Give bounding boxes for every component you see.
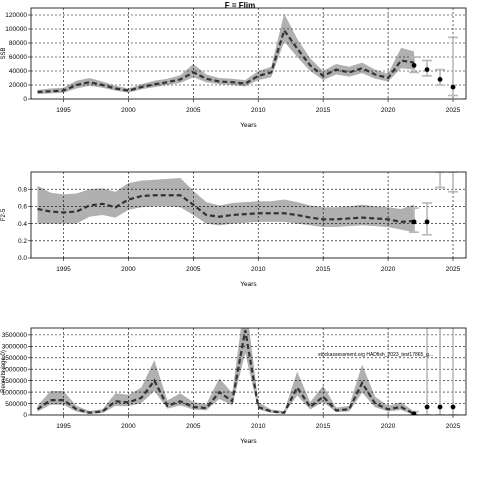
- x-tick-label: 2005: [186, 107, 201, 114]
- y-axis-title: F2-5: [1, 208, 7, 221]
- x-tick-label: 2000: [121, 266, 136, 273]
- forecast-point: [411, 63, 417, 68]
- plot-area: [31, 172, 466, 258]
- estimate-line: [37, 27, 415, 94]
- x-tick-label: 2005: [186, 266, 201, 273]
- plot-area: [31, 8, 466, 99]
- y-tick-label: 80000: [9, 40, 27, 47]
- forecast-point: [411, 219, 417, 225]
- y-tick-label: 1000000: [2, 389, 28, 396]
- forecast-point: [411, 411, 417, 415]
- x-tick-label: 2015: [316, 266, 331, 273]
- plot-area: [31, 328, 466, 415]
- x-axis-title: Years: [240, 281, 257, 288]
- y-tick-label: 100000: [5, 26, 27, 33]
- x-tick-label: 2010: [251, 107, 266, 114]
- y-tick-label: 40000: [9, 68, 27, 75]
- y-tick-label: 0.4: [18, 221, 27, 228]
- x-tick-label: 1995: [56, 423, 71, 430]
- x-tick-label: 2000: [121, 107, 136, 114]
- watermark: stockassessment.org HADfish_2023_test178…: [318, 352, 433, 358]
- y-tick-label: 2000000: [2, 366, 28, 373]
- y-tick-label: 120000: [5, 12, 27, 19]
- x-tick-label: 1995: [56, 266, 71, 273]
- confidence-band: [37, 178, 415, 233]
- estimate-line: [37, 194, 415, 223]
- x-tick-label: 2000: [121, 423, 136, 430]
- forecast-point: [424, 219, 430, 225]
- x-tick-label: 2005: [186, 423, 201, 430]
- forecast-point: [450, 404, 456, 410]
- y-tick-label: 0: [23, 412, 27, 419]
- y-tick-label: 20000: [9, 82, 27, 89]
- x-tick-label: 1995: [56, 107, 71, 114]
- chart-panel-3: 1995 2000 2005 2010 2015 2020 2025 0 500000 10000…: [1, 327, 467, 445]
- forecast-point: [424, 67, 430, 72]
- x-tick-label: 2025: [446, 107, 461, 114]
- main-title: F = Flim: [225, 1, 255, 10]
- y-tick-label: 0.0: [18, 255, 27, 262]
- x-tick-label: 2020: [381, 107, 396, 114]
- chart-panels: 1995 2000 2005 2010 2015 2020 2025020000400006…: [1, 7, 467, 445]
- confidence-band: [37, 328, 415, 415]
- chart-panel-1: 1995 2000 2005 2010 2015 2020 2025 0 20000 40000 6…: [1, 7, 467, 129]
- y-tick-label: 2500000: [2, 355, 28, 362]
- x-axis-title: Years: [240, 122, 257, 129]
- x-tick-label: 2025: [446, 423, 461, 430]
- x-tick-label: 2010: [251, 423, 266, 430]
- y-tick-label: 60000: [9, 54, 27, 61]
- x-tick-label: 2015: [316, 107, 331, 114]
- y-tick-label: 0.2: [18, 238, 27, 245]
- x-tick-label: 2010: [251, 266, 266, 273]
- y-tick-label: 0: [23, 96, 27, 103]
- forecast-point: [450, 84, 456, 90]
- y-tick-label: 3500000: [2, 332, 28, 339]
- chart-panel-2: 1995 2000 2005 2010 2015 2020 2025 0.0 0.2 0.4 0.6…: [1, 171, 467, 288]
- x-tick-label: 2015: [316, 423, 331, 430]
- y-axis-title: SSB: [1, 47, 7, 59]
- y-tick-label: 0.6: [18, 204, 27, 211]
- plot-frame: [30, 171, 467, 259]
- forecast-point: [437, 404, 443, 410]
- y-axis-title: Recruits (age 0): [1, 350, 7, 393]
- plot-frame: [30, 7, 467, 100]
- estimate-line: [36, 330, 415, 415]
- y-tick-label: 0.8: [18, 186, 27, 193]
- x-tick-label: 2020: [381, 423, 396, 430]
- plot-frame: [30, 327, 467, 416]
- x-tick-label: 2025: [446, 266, 461, 273]
- y-tick-label: 1500000: [2, 378, 28, 385]
- forecast-point: [437, 77, 443, 82]
- y-tick-label: 500000: [5, 401, 27, 408]
- y-tick-label: 3000000: [2, 344, 28, 351]
- forecast-point: [424, 404, 430, 410]
- x-axis-title: Years: [240, 438, 257, 445]
- x-tick-label: 2020: [381, 266, 396, 273]
